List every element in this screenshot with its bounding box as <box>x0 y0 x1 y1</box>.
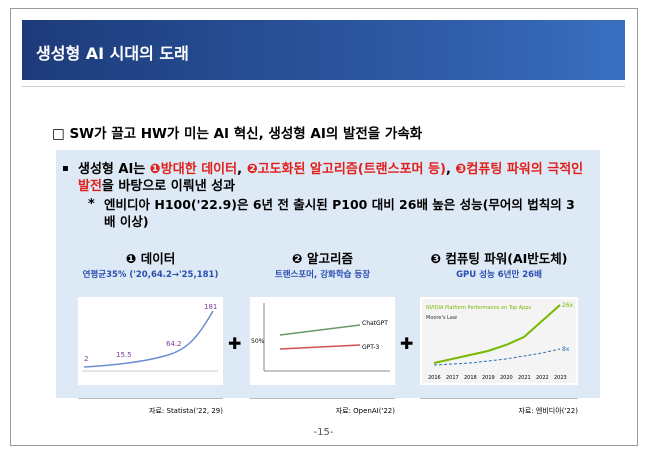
chart-box: NVIDIA Platform Performance on Top Apps M… <box>420 297 578 385</box>
year-label: 2016 <box>428 375 441 381</box>
line <box>433 348 561 366</box>
value-label: 26x <box>562 302 574 309</box>
panel-title: ❸ 컴퓨팅 파워(AI반도체) <box>430 251 568 266</box>
bullet-text: ❶방대한 데이터 <box>149 162 238 177</box>
heading: □ SW가 끌고 HW가 미는 AI 혁신, 생성형 AI의 발전을 가속화 <box>52 126 423 142</box>
source: 자료: OpenAI('22) <box>335 407 395 415</box>
banner-line <box>22 86 625 87</box>
header-title: 생성형 AI 시대의 도래 <box>36 44 189 63</box>
value-label: 64.2 <box>166 340 182 348</box>
source: 자료: 엔비디아('22) <box>518 407 578 415</box>
year-label: 2018 <box>464 375 477 381</box>
bullet: 생성형 AI는 ❶방대한 데이터, ❷고도화된 알고리즘(트랜스포머 등), ❸… <box>78 161 588 195</box>
chart: 2 15.5 64.2 181 <box>82 303 218 372</box>
value-label: 181 <box>204 303 217 311</box>
year-label: 2019 <box>482 375 495 381</box>
bullet-text: , <box>445 162 456 177</box>
tick-label: 50% <box>251 338 265 345</box>
line <box>279 324 361 336</box>
value-label: 2 <box>84 355 88 363</box>
chart-box: 2 15.5 64.2 181 <box>78 297 223 385</box>
legend: Moore's Law <box>426 315 457 321</box>
value-label: 15.5 <box>116 351 132 359</box>
line <box>279 344 361 350</box>
series-label: GPT-3 <box>362 344 380 351</box>
bullet-text: ❸컴퓨팅 파워의 극적인 발전 <box>78 162 584 194</box>
bullet-text: 을 바탕으로 이뤄낸 성과 <box>101 179 236 194</box>
frame <box>10 8 638 446</box>
bullet-mark: ▪ <box>62 163 69 174</box>
year-label: 2021 <box>518 375 531 381</box>
year-label: 2020 <box>500 375 513 381</box>
separator <box>250 398 395 399</box>
plus: ✚ <box>400 334 414 353</box>
bullet-text: , <box>237 162 247 177</box>
note: 엔비디아 H100('22.9)은 6년 전 출시된 P100 대비 26배 높… <box>104 197 575 229</box>
plus: ✚ <box>228 334 242 353</box>
separator <box>78 398 223 399</box>
separator <box>420 398 578 399</box>
note-mark: * <box>88 197 95 212</box>
panel-subtitle: 연평균35% ('20,64.2→'25,181) <box>82 270 219 280</box>
curve <box>83 310 214 368</box>
source: 자료: Statista('22, 29) <box>149 407 223 415</box>
value-label: 8x <box>562 346 570 353</box>
series-label: ChatGPT <box>362 320 388 327</box>
bullet-text: 생성형 AI는 <box>78 162 150 177</box>
chart-title: NVIDIA Platform Performance on Top Apps <box>426 305 532 311</box>
panel-subtitle: GPU 성능 6년만 26배 <box>456 270 542 280</box>
panel-title: ❶ 데이터 <box>125 251 176 266</box>
page-number: -15- <box>313 427 334 438</box>
year-label: 2023 <box>554 375 567 381</box>
year-label: 2017 <box>446 375 459 381</box>
chart: ChatGPT GPT-3 50% <box>251 303 390 372</box>
year-label: 2022 <box>536 375 549 381</box>
bullet-text: ❷고도화된 알고리즘(트랜스포머 등) <box>246 162 446 177</box>
panel-title: ❷ 알고리즘 <box>292 251 353 266</box>
line <box>433 304 561 364</box>
banner <box>22 20 625 80</box>
chart-box: ChatGPT GPT-3 50% <box>250 297 395 385</box>
chart: NVIDIA Platform Performance on Top Apps M… <box>422 299 576 383</box>
panel-subtitle: 트랜스포머, 강화학습 등장 <box>274 270 371 280</box>
